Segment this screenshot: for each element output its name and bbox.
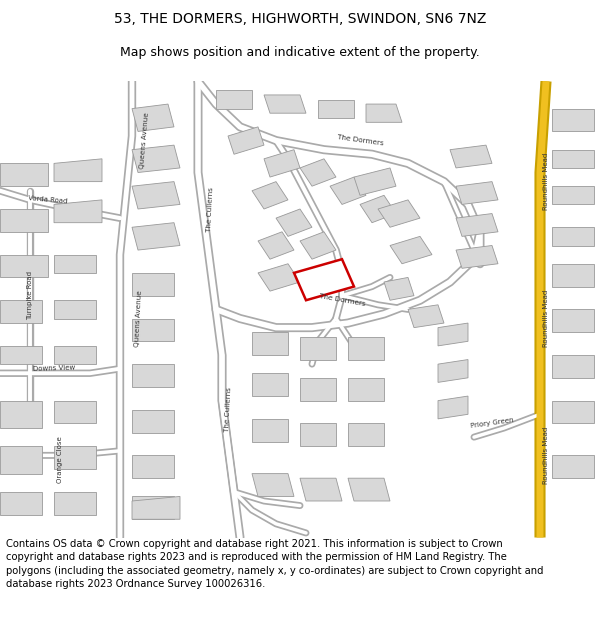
Text: The Cullerns: The Cullerns [224, 387, 232, 432]
Polygon shape [0, 300, 42, 323]
Polygon shape [456, 182, 498, 204]
Polygon shape [228, 127, 264, 154]
Polygon shape [366, 104, 402, 122]
Polygon shape [348, 378, 384, 401]
Text: 53, THE DORMERS, HIGHWORTH, SWINDON, SN6 7NZ: 53, THE DORMERS, HIGHWORTH, SWINDON, SN6… [114, 12, 486, 26]
Text: Roundhills Mead: Roundhills Mead [543, 153, 549, 210]
Polygon shape [300, 478, 342, 501]
Polygon shape [132, 222, 180, 250]
Polygon shape [318, 99, 354, 118]
Polygon shape [252, 332, 288, 355]
Polygon shape [300, 159, 336, 186]
Polygon shape [132, 496, 174, 519]
Polygon shape [252, 419, 288, 442]
Polygon shape [378, 200, 420, 228]
Text: Vorda Road: Vorda Road [28, 195, 68, 204]
Polygon shape [552, 186, 594, 204]
Text: Priory Green: Priory Green [470, 418, 514, 429]
Polygon shape [132, 182, 180, 209]
Polygon shape [552, 355, 594, 377]
Polygon shape [132, 145, 180, 172]
Polygon shape [330, 177, 366, 204]
Polygon shape [132, 496, 180, 519]
Polygon shape [552, 149, 594, 168]
Text: The Cullerns: The Cullerns [206, 186, 214, 232]
Polygon shape [552, 401, 594, 424]
Polygon shape [360, 195, 396, 222]
Polygon shape [132, 456, 174, 478]
Polygon shape [132, 364, 174, 387]
Polygon shape [438, 323, 468, 346]
Polygon shape [54, 346, 96, 364]
Text: Queens Avenue: Queens Avenue [134, 290, 142, 347]
Text: Orange Close: Orange Close [57, 436, 63, 483]
Text: Roundhills Mead: Roundhills Mead [543, 427, 549, 484]
Polygon shape [552, 309, 594, 332]
Polygon shape [0, 163, 48, 186]
Polygon shape [252, 474, 294, 496]
Polygon shape [294, 259, 354, 300]
Polygon shape [258, 264, 300, 291]
Polygon shape [0, 446, 42, 474]
Polygon shape [132, 104, 174, 131]
Polygon shape [408, 305, 444, 328]
Polygon shape [456, 214, 498, 236]
Polygon shape [54, 401, 96, 424]
Polygon shape [552, 109, 594, 131]
Polygon shape [216, 91, 252, 109]
Polygon shape [252, 182, 288, 209]
Polygon shape [54, 300, 96, 319]
Polygon shape [348, 424, 384, 446]
Polygon shape [354, 168, 396, 195]
Text: The Dormers: The Dormers [337, 134, 383, 147]
Polygon shape [552, 228, 594, 246]
Polygon shape [258, 232, 294, 259]
Polygon shape [132, 273, 174, 296]
Polygon shape [54, 254, 96, 273]
Text: Queens Avenue: Queens Avenue [139, 112, 149, 169]
Polygon shape [54, 200, 102, 222]
Polygon shape [348, 337, 384, 359]
Polygon shape [54, 446, 96, 469]
Polygon shape [300, 232, 336, 259]
Polygon shape [300, 424, 336, 446]
Text: The Dormers: The Dormers [319, 293, 365, 308]
Text: Turnpike Road: Turnpike Road [27, 271, 33, 320]
Polygon shape [132, 410, 174, 432]
Polygon shape [252, 373, 288, 396]
Polygon shape [132, 319, 174, 341]
Polygon shape [300, 337, 336, 359]
Text: Contains OS data © Crown copyright and database right 2021. This information is : Contains OS data © Crown copyright and d… [6, 539, 544, 589]
Polygon shape [390, 236, 432, 264]
Text: Downs View: Downs View [33, 365, 75, 372]
Polygon shape [384, 278, 414, 300]
Polygon shape [0, 346, 42, 364]
Polygon shape [552, 456, 594, 478]
Polygon shape [348, 478, 390, 501]
Polygon shape [300, 378, 336, 401]
Polygon shape [54, 492, 96, 515]
Polygon shape [0, 401, 42, 428]
Polygon shape [438, 396, 468, 419]
Polygon shape [0, 209, 48, 232]
Text: Roundhills Mead: Roundhills Mead [543, 290, 549, 347]
Text: Map shows position and indicative extent of the property.: Map shows position and indicative extent… [120, 46, 480, 59]
Polygon shape [552, 264, 594, 286]
Polygon shape [0, 254, 48, 278]
Polygon shape [54, 159, 102, 182]
Polygon shape [450, 145, 492, 168]
Polygon shape [0, 492, 42, 515]
Polygon shape [264, 149, 300, 177]
Polygon shape [456, 246, 498, 268]
Polygon shape [264, 95, 306, 113]
Polygon shape [438, 359, 468, 382]
Polygon shape [276, 209, 312, 236]
